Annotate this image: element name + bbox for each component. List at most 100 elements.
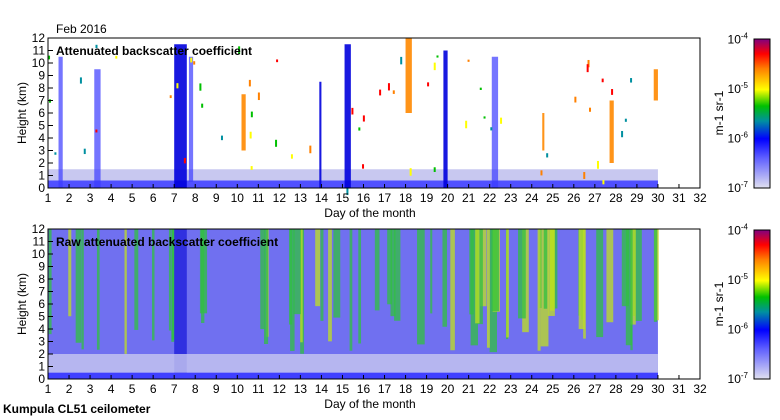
y-tick-label: 4 — [38, 322, 45, 336]
noise-column — [96, 229, 100, 350]
x-tick-label: 4 — [108, 191, 115, 205]
y-tick-label: 12 — [32, 31, 46, 45]
backscatter-speck — [115, 55, 118, 59]
backscatter-speck — [183, 157, 186, 164]
x-tick-label: 7 — [171, 191, 178, 205]
backscatter-speck — [500, 117, 503, 124]
backscatter-speck — [250, 111, 253, 118]
x-tick-label: 5 — [129, 382, 136, 396]
backscatter-speck — [467, 59, 470, 62]
noise-column — [469, 229, 474, 315]
x-tick-label: 19 — [420, 382, 434, 396]
backscatter-speck — [490, 127, 493, 131]
x-tick-label: 16 — [357, 382, 371, 396]
x-tick-label: 1 — [45, 191, 52, 205]
x-tick-label: 8 — [192, 191, 199, 205]
backscatter-speck — [48, 99, 51, 103]
y-tick-label: 10 — [32, 56, 46, 70]
backscatter-feature — [188, 56, 194, 182]
heatmap-area — [48, 38, 658, 196]
colorbar-label: m-1 sr-1 — [712, 281, 726, 326]
x-tick-label: 24 — [525, 382, 539, 396]
y-tick-label: 1 — [38, 169, 45, 183]
noise-column — [264, 229, 269, 344]
noise-column — [390, 229, 396, 317]
backscatter-speck — [586, 64, 589, 73]
backscatter-speck — [479, 87, 482, 90]
colorbar-tick-label: 10-7 — [728, 180, 749, 195]
noise-column — [543, 229, 548, 309]
noise-column — [635, 229, 642, 321]
x-tick-label: 13 — [294, 191, 308, 205]
x-tick-label: 25 — [546, 191, 560, 205]
x-tick-label: 15 — [336, 191, 350, 205]
y-tick-label: 9 — [38, 69, 45, 83]
y-tick-label: 6 — [38, 106, 45, 120]
noise-column — [480, 229, 487, 307]
noise-column — [442, 229, 448, 327]
backscatter-speck — [409, 168, 412, 176]
noise-column — [290, 229, 295, 351]
y-tick-label: 2 — [38, 347, 45, 361]
x-tick-label: 32 — [693, 382, 707, 396]
backscatter-speck — [362, 115, 365, 122]
y-tick-label: 10 — [32, 247, 46, 261]
x-tick-label: 18 — [399, 191, 413, 205]
plot-frame — [47, 37, 701, 189]
noise-column — [548, 229, 555, 316]
backscatter-speck — [358, 127, 361, 131]
backscatter-speck — [602, 180, 605, 185]
x-tick-label: 25 — [546, 382, 560, 396]
x-tick-label: 12 — [273, 191, 287, 205]
y-tick-label: 11 — [33, 44, 46, 58]
noise-column — [333, 229, 341, 318]
backscatter-speck — [630, 78, 633, 83]
x-tick-label: 9 — [213, 191, 220, 205]
backscatter-speck — [546, 153, 549, 158]
backscatter-speck — [95, 44, 98, 49]
noise-column — [394, 229, 401, 321]
x-tick-label: 29 — [630, 191, 644, 205]
noise-column — [653, 229, 658, 322]
x-tick-label: 29 — [630, 382, 644, 396]
x-tick-label: 20 — [441, 382, 455, 396]
x-tick-label: 28 — [609, 382, 623, 396]
backscatter-speck — [193, 61, 196, 65]
noise-column — [470, 229, 478, 346]
backscatter-speck — [611, 89, 614, 95]
x-tick-label: 9 — [213, 382, 220, 396]
backscatter-speck — [54, 152, 57, 155]
y-tick-label: 1 — [38, 360, 45, 374]
noise-column — [486, 229, 490, 348]
x-tick-label: 7 — [171, 382, 178, 396]
backscatter-speck — [83, 148, 86, 155]
colorbar-label: m-1 sr-1 — [712, 90, 726, 135]
x-tick-label: 5 — [129, 191, 136, 205]
x-tick-label: 14 — [315, 382, 329, 396]
backscatter-speck — [290, 154, 293, 159]
backscatter-speck — [169, 95, 172, 99]
x-tick-label: 14 — [315, 191, 329, 205]
backscatter-speck — [309, 145, 312, 154]
y-tick-label: 8 — [38, 81, 45, 95]
backscatter-speck — [433, 167, 436, 173]
noise-column — [48, 229, 52, 335]
x-tick-label: 32 — [693, 191, 707, 205]
x-axis-label: Day of the month — [324, 206, 415, 220]
x-tick-label: 31 — [672, 191, 686, 205]
backscatter-speck — [248, 79, 251, 87]
x-tick-label: 23 — [504, 382, 518, 396]
y-tick-label: 8 — [38, 272, 45, 286]
colorbar-gradient — [753, 229, 771, 380]
y-tick-label: 6 — [38, 297, 45, 311]
backscatter-speck — [199, 83, 202, 91]
backscatter-speck — [436, 55, 439, 58]
noise-column — [75, 229, 82, 343]
backscatter-feature — [443, 50, 448, 188]
y-tick-label: 0 — [38, 181, 45, 195]
backscatter-speck — [276, 59, 279, 63]
backscatter-speck — [427, 82, 430, 87]
noise-column — [260, 229, 265, 330]
x-tick-label: 30 — [651, 191, 665, 205]
